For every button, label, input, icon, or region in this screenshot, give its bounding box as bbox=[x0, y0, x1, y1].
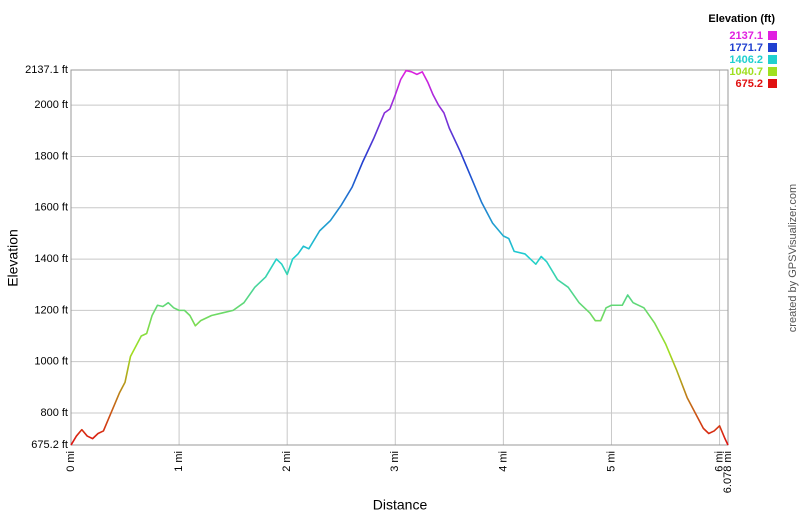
legend-swatch bbox=[768, 55, 777, 64]
elevation-line bbox=[70, 69, 729, 446]
legend-swatch bbox=[768, 31, 777, 40]
credit: created by GPSVisualizer.com bbox=[787, 184, 799, 332]
legend-label: 1040.7 bbox=[729, 66, 763, 78]
legend-label: 675.2 bbox=[735, 78, 763, 90]
legend-label: 1771.7 bbox=[729, 42, 763, 54]
legend-swatch bbox=[768, 79, 777, 88]
y-tick-label: 1000 ft bbox=[34, 356, 68, 368]
x-tick-label: 1 mi bbox=[173, 451, 185, 472]
x-tick-label: 0 mi bbox=[65, 451, 77, 472]
legend-label: 1406.2 bbox=[729, 54, 763, 66]
y-tick-label: 1600 ft bbox=[34, 202, 68, 214]
legend-swatch bbox=[768, 43, 777, 52]
x-axis-title: Distance bbox=[373, 497, 428, 513]
y-tick-label: 2137.1 ft bbox=[25, 64, 68, 76]
plot-frame bbox=[70, 69, 729, 446]
y-tick-label: 1200 ft bbox=[34, 304, 68, 316]
legend-label: 2137.1 bbox=[729, 30, 763, 42]
y-tick-label: 800 ft bbox=[40, 407, 68, 419]
y-tick-label: 1800 ft bbox=[34, 150, 68, 162]
x-tick-label: 3 mi bbox=[389, 451, 401, 472]
y-tick-label: 675.2 ft bbox=[31, 439, 68, 451]
y-axis-title: Elevation bbox=[5, 229, 21, 287]
x-tick-label: 2 mi bbox=[281, 451, 293, 472]
legend-swatch bbox=[768, 67, 777, 76]
y-tick-label: 1400 ft bbox=[34, 253, 68, 265]
legend-title: Elevation (ft) bbox=[708, 13, 775, 25]
x-tick-label: 6.078 mi bbox=[722, 451, 734, 493]
x-tick-label: 5 mi bbox=[605, 451, 617, 472]
x-tick-label: 4 mi bbox=[497, 451, 509, 472]
x-tick-label: 6 mi bbox=[713, 451, 725, 472]
y-tick-label: 2000 ft bbox=[34, 99, 68, 111]
